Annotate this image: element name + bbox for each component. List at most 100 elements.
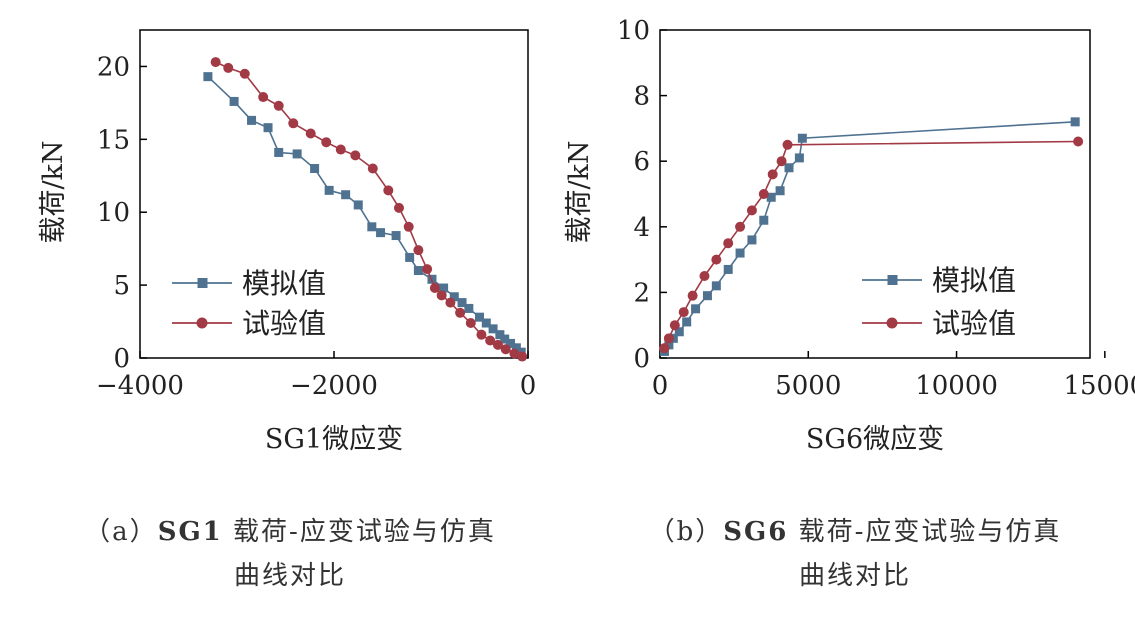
data-point [682,317,692,327]
y-tick-label: 4 [633,213,650,243]
data-point [723,238,734,249]
y-axis-label: 载荷/kN [564,140,595,243]
data-point [759,215,769,225]
data-point [797,133,807,143]
legend-label: 模拟值 [242,267,326,300]
data-point [383,185,394,196]
data-point [509,348,520,359]
data-point [758,189,769,199]
y-tick-label: 2 [633,278,650,308]
data-point [258,92,269,103]
data-point [699,271,710,281]
legend-label: 试验值 [242,307,326,340]
y-tick-label: 5 [113,271,130,301]
caption-b-rest: 载荷-应变试验与仿真 [788,517,1062,547]
data-point [223,62,234,73]
y-tick-label: 8 [633,82,650,112]
data-point [391,231,401,241]
data-point [767,169,778,180]
data-point [702,291,712,301]
legend-label: 模拟值 [932,264,1016,297]
x-tick-label: 0 [652,371,669,401]
data-point [321,137,332,148]
y-axis-label: 载荷/kN [38,140,69,243]
x-axis-label: SG6微应变 [806,424,944,455]
x-tick-label: 10000 [915,371,998,401]
data-point [457,298,467,308]
x-tick-label: 5000 [775,371,841,401]
x-tick-label: −4000 [96,371,184,401]
data-point [413,266,423,276]
data-point [203,72,213,82]
data-point [481,318,491,328]
data-point [341,190,351,200]
data-point [664,340,674,350]
series-test [659,136,1084,354]
data-point [465,318,476,329]
data-point [492,339,503,350]
data-point [723,264,733,274]
x-axis-label: SG1微应变 [265,424,403,455]
data-point [455,307,466,318]
data-point [488,324,498,334]
data-point [439,283,449,293]
data-point [429,283,440,294]
caption-b-prefix: （b） [648,517,724,547]
data-point [239,68,250,79]
data-point [288,118,299,129]
data-point [229,96,239,106]
data-point [1070,117,1080,127]
data-point [766,192,776,202]
legend-marker [196,317,208,329]
data-point [517,351,528,362]
data-point [310,163,320,173]
data-point [475,312,484,322]
data-point [292,149,302,159]
data-point [782,139,793,150]
caption-a-bold: SG1 [157,517,223,547]
y-tick-label: 6 [633,147,650,177]
data-point [506,338,516,348]
y-tick-label: 20 [97,52,130,82]
data-point [247,115,257,125]
data-point [663,333,674,344]
legend-marker [197,278,208,288]
data-point [476,329,487,340]
data-point [367,222,377,232]
data-point [735,248,745,258]
data-point [353,200,363,210]
data-point [449,292,459,302]
data-point [485,335,496,346]
x-tick-label: 15000 [1063,371,1135,401]
data-point [678,307,689,318]
data-point [405,252,415,262]
x-tick-label: 0 [520,371,537,401]
y-tick-label: 0 [113,344,130,374]
data-point [464,303,474,313]
plot-frame [659,29,1091,359]
data-point [775,186,785,196]
data-point [210,57,221,68]
caption-b: （b）SG6 载荷-应变试验与仿真 曲线对比 [590,510,1120,598]
data-point [305,128,316,139]
y-tick-label: 0 [633,344,650,374]
series-sim [203,72,526,357]
data-point [500,334,510,344]
legend-marker [886,317,898,329]
legend-marker [887,275,898,285]
series-test [210,57,528,362]
data-point [376,228,386,238]
data-point [436,290,447,301]
data-point [511,343,521,353]
caption-a-prefix: （a） [84,517,158,547]
y-tick-label: 10 [617,16,650,46]
data-point [711,281,721,291]
data-point [687,290,698,301]
data-point [273,100,284,111]
data-point [413,245,424,256]
caption-b-bold: SG6 [723,517,789,547]
data-point [393,202,404,213]
